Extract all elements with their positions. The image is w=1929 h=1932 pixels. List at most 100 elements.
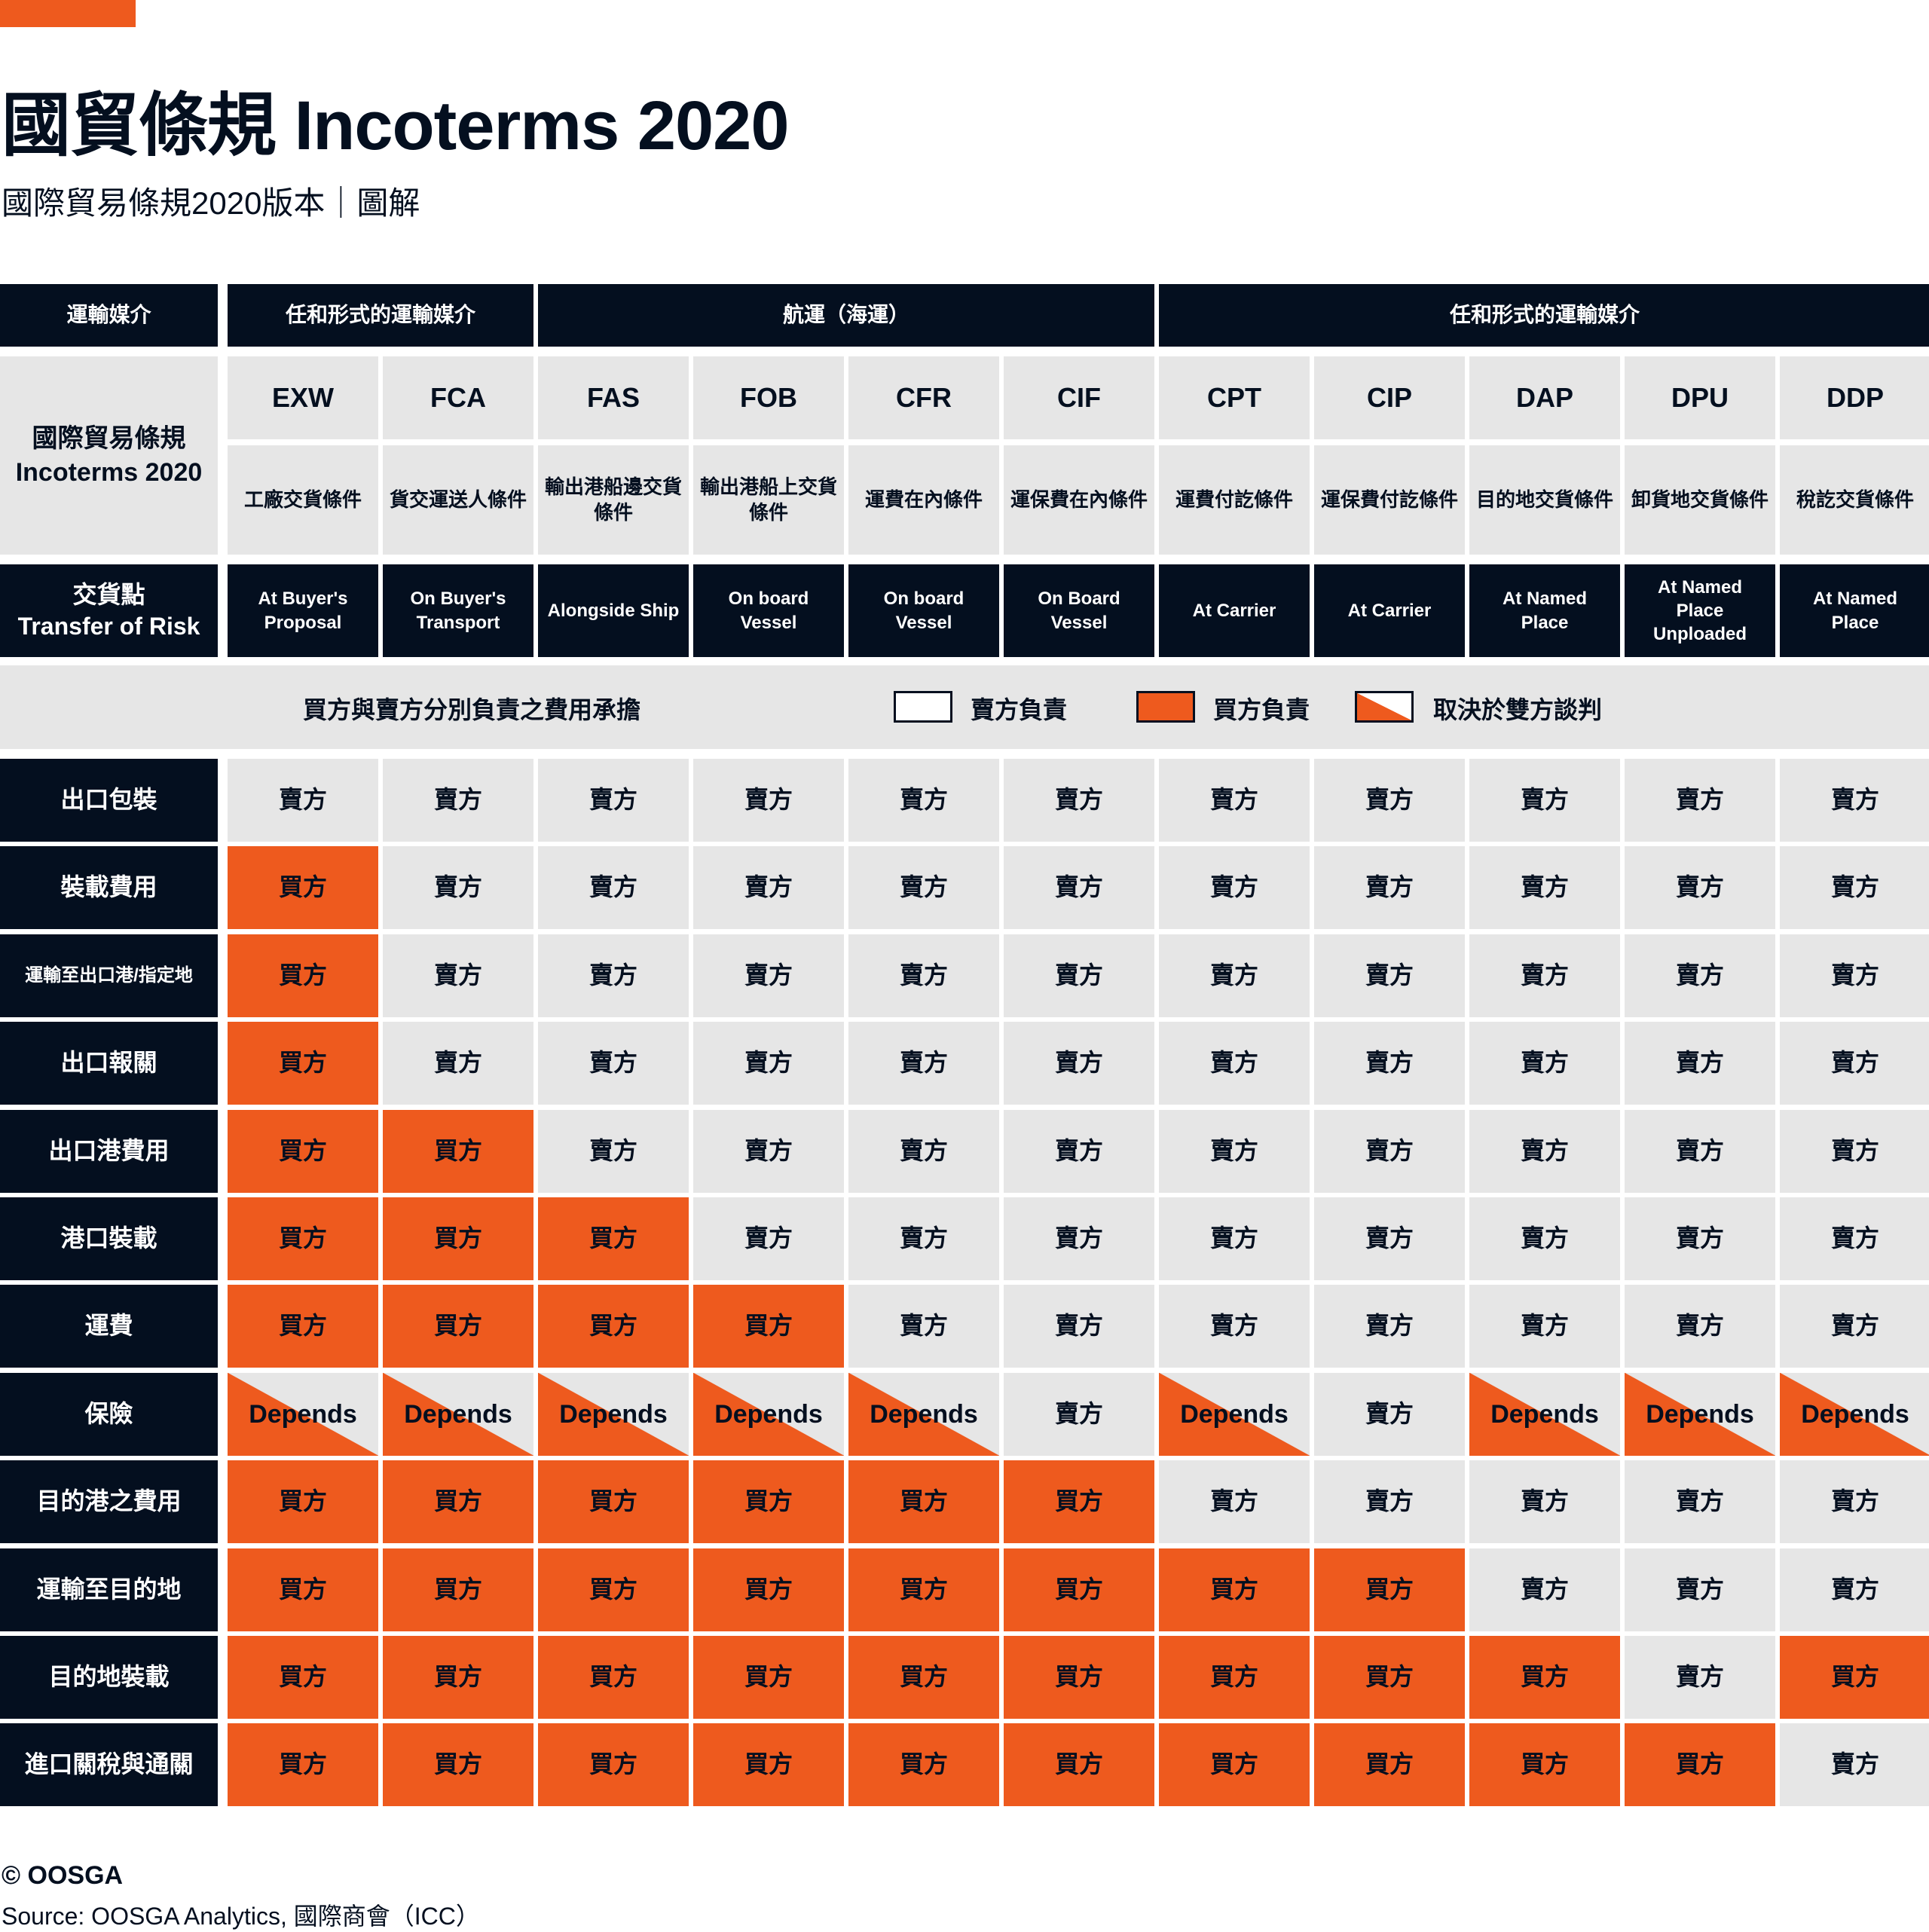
term-name: 運費在內條件 — [848, 445, 999, 555]
buyer-cell: 買方 — [383, 1110, 533, 1193]
risk-point: On Buyer's Transport — [383, 564, 533, 657]
buyer-cell: 買方 — [228, 1285, 378, 1368]
term-name: 稅訖交貨條件 — [1780, 445, 1929, 555]
buyer-cell: 買方 — [383, 1285, 533, 1368]
page-subtitle: 國際貿易條規2020版本｜圖解 — [2, 185, 420, 221]
buyer-cell: 買方 — [1469, 1723, 1620, 1806]
buyer-cell: 買方 — [383, 1548, 533, 1631]
buyer-cell: 買方 — [1469, 1636, 1620, 1719]
seller-cell: 賣方 — [693, 846, 844, 929]
seller-cell: 賣方 — [1625, 1548, 1775, 1631]
cost-item-label: 出口報關 — [0, 1022, 218, 1105]
seller-cell: 賣方 — [1469, 1197, 1620, 1280]
buyer-cell: 買方 — [228, 1548, 378, 1631]
seller-cell: 賣方 — [538, 846, 689, 929]
buyer-cell: 買方 — [1314, 1548, 1465, 1631]
term-name: 卸貨地交貨條件 — [1625, 445, 1775, 555]
seller-cell: 賣方 — [383, 1022, 533, 1105]
depends-cell: Depends — [693, 1373, 844, 1456]
seller-cell: 賣方 — [848, 1285, 999, 1368]
seller-cell: 賣方 — [848, 1197, 999, 1280]
buyer-cell: 買方 — [383, 1636, 533, 1719]
seller-cell: 賣方 — [538, 934, 689, 1017]
risk-point: At Buyer's Proposal — [228, 564, 378, 657]
seller-cell: 賣方 — [1625, 1636, 1775, 1719]
seller-cell: 賣方 — [1314, 1022, 1465, 1105]
seller-cell: 賣方 — [538, 1022, 689, 1105]
cost-item-label: 運輸至出口港/指定地 — [0, 934, 218, 1017]
seller-cell: 賣方 — [693, 759, 844, 842]
page-title: 國貿條規 Incoterms 2020 — [2, 87, 789, 164]
seller-cell: 賣方 — [693, 934, 844, 1017]
depends-cell: Depends — [228, 1373, 378, 1456]
buyer-cell: 買方 — [228, 846, 378, 929]
cost-item-label: 目的港之費用 — [0, 1460, 218, 1543]
seller-cell: 賣方 — [693, 1110, 844, 1193]
seller-cell: 賣方 — [1314, 1460, 1465, 1543]
seller-cell: 賣方 — [1625, 1022, 1775, 1105]
buyer-cell: 買方 — [383, 1723, 533, 1806]
seller-cell: 賣方 — [1469, 1285, 1620, 1368]
buyer-cell: 買方 — [848, 1460, 999, 1543]
seller-cell: 賣方 — [1159, 1022, 1310, 1105]
buyer-cell: 買方 — [538, 1548, 689, 1631]
seller-cell: 賣方 — [383, 759, 533, 842]
seller-cell: 賣方 — [848, 934, 999, 1017]
legend-depends-label: 取決於雙方談判 — [1433, 696, 1603, 723]
seller-cell: 賣方 — [1004, 846, 1154, 929]
seller-cell: 賣方 — [1780, 934, 1929, 1017]
term-code: CPT — [1159, 356, 1310, 439]
copyright: © OOSGA — [2, 1861, 124, 1890]
seller-cell: 賣方 — [1314, 1285, 1465, 1368]
seller-cell: 賣方 — [1469, 934, 1620, 1017]
depends-cell: Depends — [1780, 1373, 1929, 1456]
seller-cell: 賣方 — [1159, 934, 1310, 1017]
seller-cell: 賣方 — [848, 1022, 999, 1105]
seller-cell: 賣方 — [228, 759, 378, 842]
term-name: 運保費付訖條件 — [1314, 445, 1465, 555]
risk-point: On board Vessel — [693, 564, 844, 657]
seller-cell: 賣方 — [1625, 1197, 1775, 1280]
seller-cell: 賣方 — [1780, 759, 1929, 842]
legend-depends-swatch — [1355, 691, 1414, 723]
seller-cell: 賣方 — [693, 1022, 844, 1105]
seller-cell: 賣方 — [1159, 846, 1310, 929]
buyer-cell: 買方 — [1004, 1460, 1154, 1543]
risk-point: On board Vessel — [848, 564, 999, 657]
cost-item-label: 運費 — [0, 1285, 218, 1368]
legend-bar: 買方與賣方分別負責之費用承擔 賣方負責 買方負責 取決於雙方談判 — [0, 665, 1929, 749]
buyer-cell: 買方 — [1004, 1723, 1154, 1806]
buyer-cell: 買方 — [693, 1460, 844, 1543]
buyer-cell: 買方 — [1004, 1548, 1154, 1631]
term-name: 貨交運送人條件 — [383, 445, 533, 555]
seller-cell: 賣方 — [1469, 1022, 1620, 1105]
seller-cell: 賣方 — [1625, 1110, 1775, 1193]
term-name: 運保費在內條件 — [1004, 445, 1154, 555]
buyer-cell: 買方 — [228, 1460, 378, 1543]
depends-cell: Depends — [383, 1373, 533, 1456]
label-line-2: Incoterms 2020 — [15, 457, 203, 487]
risk-point: At Named Place Unploaded — [1625, 564, 1775, 657]
buyer-cell: 買方 — [1004, 1636, 1154, 1719]
seller-cell: 賣方 — [1314, 1110, 1465, 1193]
buyer-cell: 買方 — [228, 1723, 378, 1806]
transport-group-header: 任和形式的運輸媒介 — [228, 284, 533, 347]
seller-cell: 賣方 — [1314, 759, 1465, 842]
buyer-cell: 買方 — [1314, 1636, 1465, 1719]
seller-cell: 賣方 — [848, 1110, 999, 1193]
legend-buyer-swatch — [1136, 691, 1195, 723]
cost-item-label: 目的地裝載 — [0, 1636, 218, 1719]
seller-cell: 賣方 — [1780, 1197, 1929, 1280]
seller-cell: 賣方 — [1469, 846, 1620, 929]
term-name: 運費付訖條件 — [1159, 445, 1310, 555]
seller-cell: 賣方 — [1004, 1022, 1154, 1105]
buyer-cell: 買方 — [848, 1723, 999, 1806]
buyer-cell: 買方 — [1780, 1636, 1929, 1719]
seller-cell: 賣方 — [1625, 759, 1775, 842]
cost-item-label: 出口包裝 — [0, 759, 218, 842]
seller-cell: 賣方 — [1625, 1460, 1775, 1543]
term-code: DPU — [1625, 356, 1775, 439]
label-line-1: 國際貿易條規 — [32, 424, 186, 454]
term-code: CFR — [848, 356, 999, 439]
transport-mode-label: 運輸媒介 — [0, 284, 218, 347]
